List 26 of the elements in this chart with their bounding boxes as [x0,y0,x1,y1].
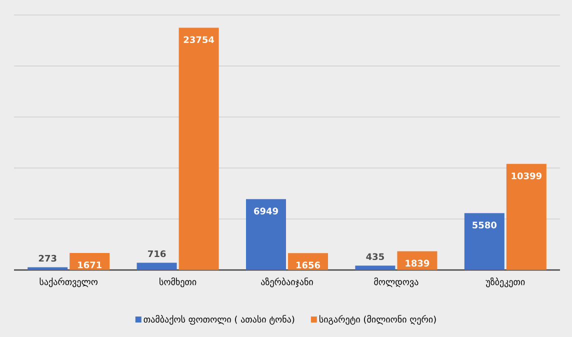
legend-label: სიგარეტი (მილიონი ღერი) [319,314,436,325]
bar [178,28,219,270]
x-tick-label: აზერბაიჯანი [261,278,313,288]
data-label: 10399 [512,172,542,180]
data-label: 23754 [184,36,214,44]
data-label: 1656 [296,262,320,268]
bar [355,266,396,270]
data-label: 5580 [472,222,497,228]
data-label: 1839 [406,260,430,267]
data-label: 6949 [254,208,278,214]
x-tick-label: საქართველო [40,278,98,288]
bar [246,199,286,270]
bar [397,251,438,270]
bar [506,164,546,270]
bar [28,267,68,270]
data-label: 1671 [78,261,102,268]
x-tick-label: მოლდოვა [374,278,418,288]
bar [136,262,177,270]
x-tick-label: სომხეთი [160,278,196,288]
bar [70,252,110,270]
data-label: 273 [38,254,56,262]
data-label: 716 [148,250,166,258]
x-tick-label: უზბეკეთი [486,278,525,288]
bar [464,213,504,270]
legend-label: თამბაქოს ფოთოლი ( ათასი ტონა) [144,314,294,325]
data-label: 435 [366,253,384,260]
